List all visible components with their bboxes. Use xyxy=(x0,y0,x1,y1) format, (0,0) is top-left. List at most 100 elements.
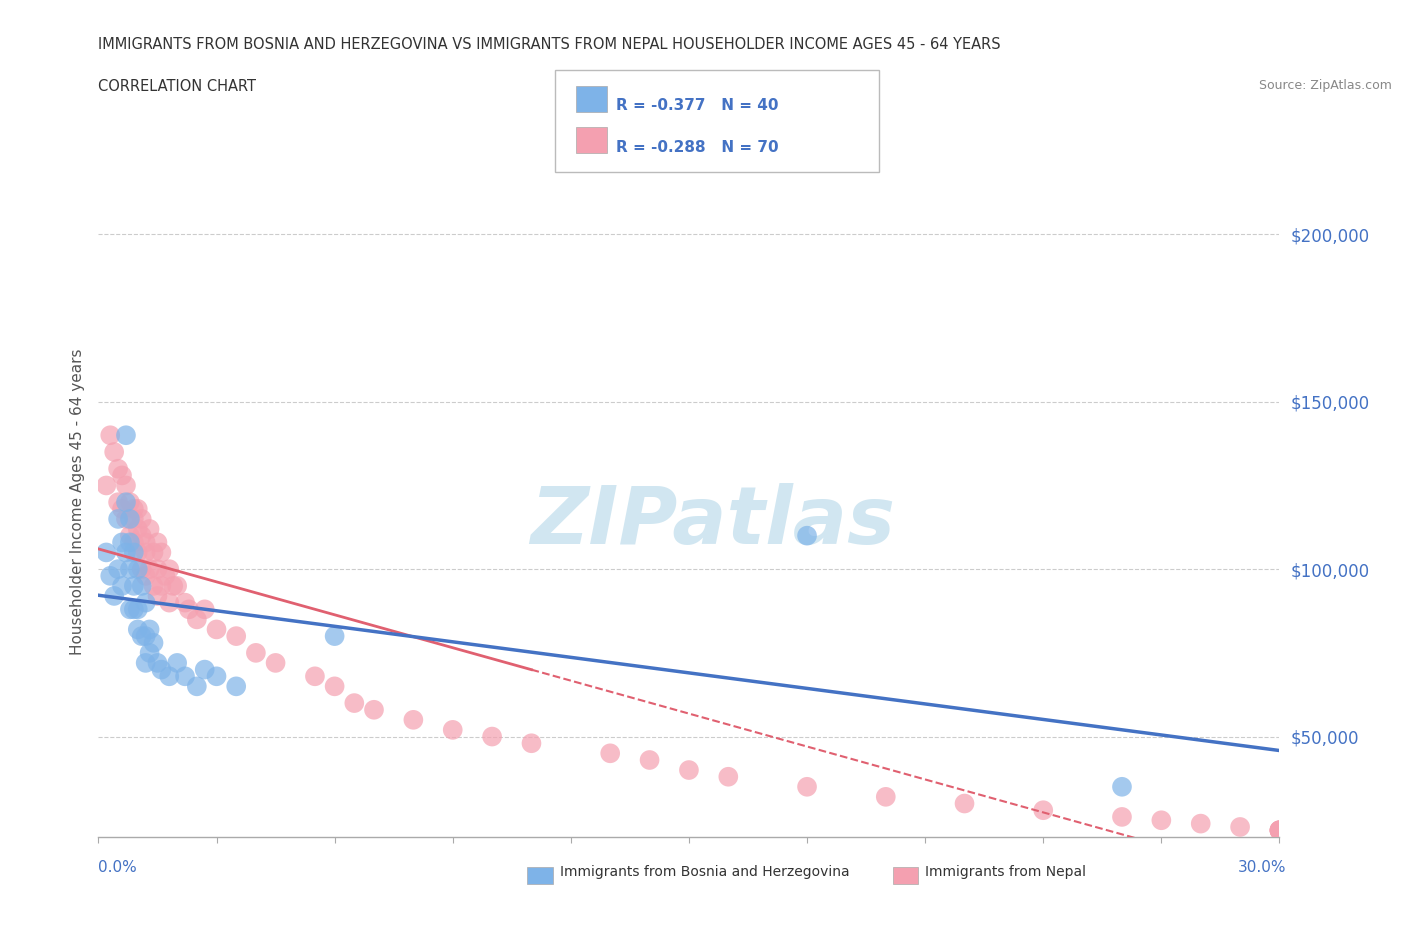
Point xyxy=(638,752,661,767)
Point xyxy=(115,478,138,493)
Point xyxy=(441,723,464,737)
Point xyxy=(135,535,157,550)
Text: 30.0%: 30.0% xyxy=(1239,860,1286,875)
Point xyxy=(98,568,121,583)
Text: 0.0%: 0.0% xyxy=(98,860,138,875)
Point xyxy=(157,669,180,684)
Point xyxy=(111,501,134,516)
Point xyxy=(138,522,160,537)
Point xyxy=(122,501,145,516)
Point xyxy=(135,656,157,671)
Point xyxy=(111,535,134,550)
Point xyxy=(135,545,157,560)
Text: IMMIGRANTS FROM BOSNIA AND HERZEGOVINA VS IMMIGRANTS FROM NEPAL HOUSEHOLDER INCO: IMMIGRANTS FROM BOSNIA AND HERZEGOVINA V… xyxy=(98,37,1001,52)
Point xyxy=(205,669,228,684)
Point xyxy=(796,528,818,543)
Text: CORRELATION CHART: CORRELATION CHART xyxy=(98,79,256,94)
Point xyxy=(135,629,157,644)
Point xyxy=(131,578,153,593)
Point xyxy=(138,622,160,637)
Point xyxy=(115,495,138,510)
Y-axis label: Householder Income Ages 45 - 64 years: Householder Income Ages 45 - 64 years xyxy=(69,349,84,656)
Point xyxy=(131,629,153,644)
Point xyxy=(118,495,141,510)
Text: Immigrants from Bosnia and Herzegovina: Immigrants from Bosnia and Herzegovina xyxy=(560,865,849,880)
Point xyxy=(174,595,197,610)
Point xyxy=(122,512,145,526)
Point xyxy=(131,562,153,577)
Point xyxy=(118,528,141,543)
Point xyxy=(122,578,145,593)
Point xyxy=(146,562,169,577)
Point xyxy=(146,535,169,550)
Point xyxy=(115,545,138,560)
Point xyxy=(142,545,165,560)
Text: R = -0.377   N = 40: R = -0.377 N = 40 xyxy=(616,98,779,113)
Point xyxy=(96,478,118,493)
Point xyxy=(166,656,188,671)
Point xyxy=(225,629,247,644)
Point xyxy=(162,578,184,593)
Point xyxy=(138,562,160,577)
Point xyxy=(155,568,177,583)
Point xyxy=(118,602,141,617)
Point xyxy=(363,702,385,717)
Point xyxy=(177,602,200,617)
Point xyxy=(115,512,138,526)
Point xyxy=(150,545,173,560)
Point xyxy=(118,512,141,526)
Point xyxy=(520,736,543,751)
Point xyxy=(1189,817,1212,831)
Point xyxy=(717,769,740,784)
Point xyxy=(96,545,118,560)
Point xyxy=(1032,803,1054,817)
Point xyxy=(1268,823,1291,838)
Point xyxy=(127,545,149,560)
Point xyxy=(205,622,228,637)
Point xyxy=(142,578,165,593)
Point xyxy=(796,779,818,794)
Point xyxy=(122,602,145,617)
Point xyxy=(1229,819,1251,834)
Point xyxy=(135,595,157,610)
Point xyxy=(304,669,326,684)
Point xyxy=(146,656,169,671)
Point xyxy=(678,763,700,777)
Point xyxy=(142,635,165,650)
Point xyxy=(127,602,149,617)
Point xyxy=(1111,779,1133,794)
Point xyxy=(481,729,503,744)
Point xyxy=(103,589,125,604)
Point xyxy=(103,445,125,459)
Point xyxy=(127,622,149,637)
Point xyxy=(107,512,129,526)
Point xyxy=(111,468,134,483)
Text: ZIPatlas: ZIPatlas xyxy=(530,484,896,562)
Point xyxy=(402,712,425,727)
Point xyxy=(127,522,149,537)
Text: Immigrants from Nepal: Immigrants from Nepal xyxy=(925,865,1087,880)
Point xyxy=(118,562,141,577)
Point xyxy=(107,562,129,577)
Point xyxy=(194,662,217,677)
Point xyxy=(225,679,247,694)
Point xyxy=(150,662,173,677)
Point xyxy=(186,612,208,627)
Point xyxy=(323,679,346,694)
Point xyxy=(127,562,149,577)
Point xyxy=(953,796,976,811)
Point xyxy=(1268,823,1291,838)
Point xyxy=(875,790,897,804)
Point xyxy=(599,746,621,761)
Point xyxy=(107,461,129,476)
Point xyxy=(150,578,173,593)
Point xyxy=(1268,823,1291,838)
Point xyxy=(186,679,208,694)
Point xyxy=(111,578,134,593)
Point xyxy=(146,589,169,604)
Point xyxy=(122,535,145,550)
Point xyxy=(131,528,153,543)
Point xyxy=(264,656,287,671)
Text: R = -0.288   N = 70: R = -0.288 N = 70 xyxy=(616,140,779,154)
Point xyxy=(343,696,366,711)
